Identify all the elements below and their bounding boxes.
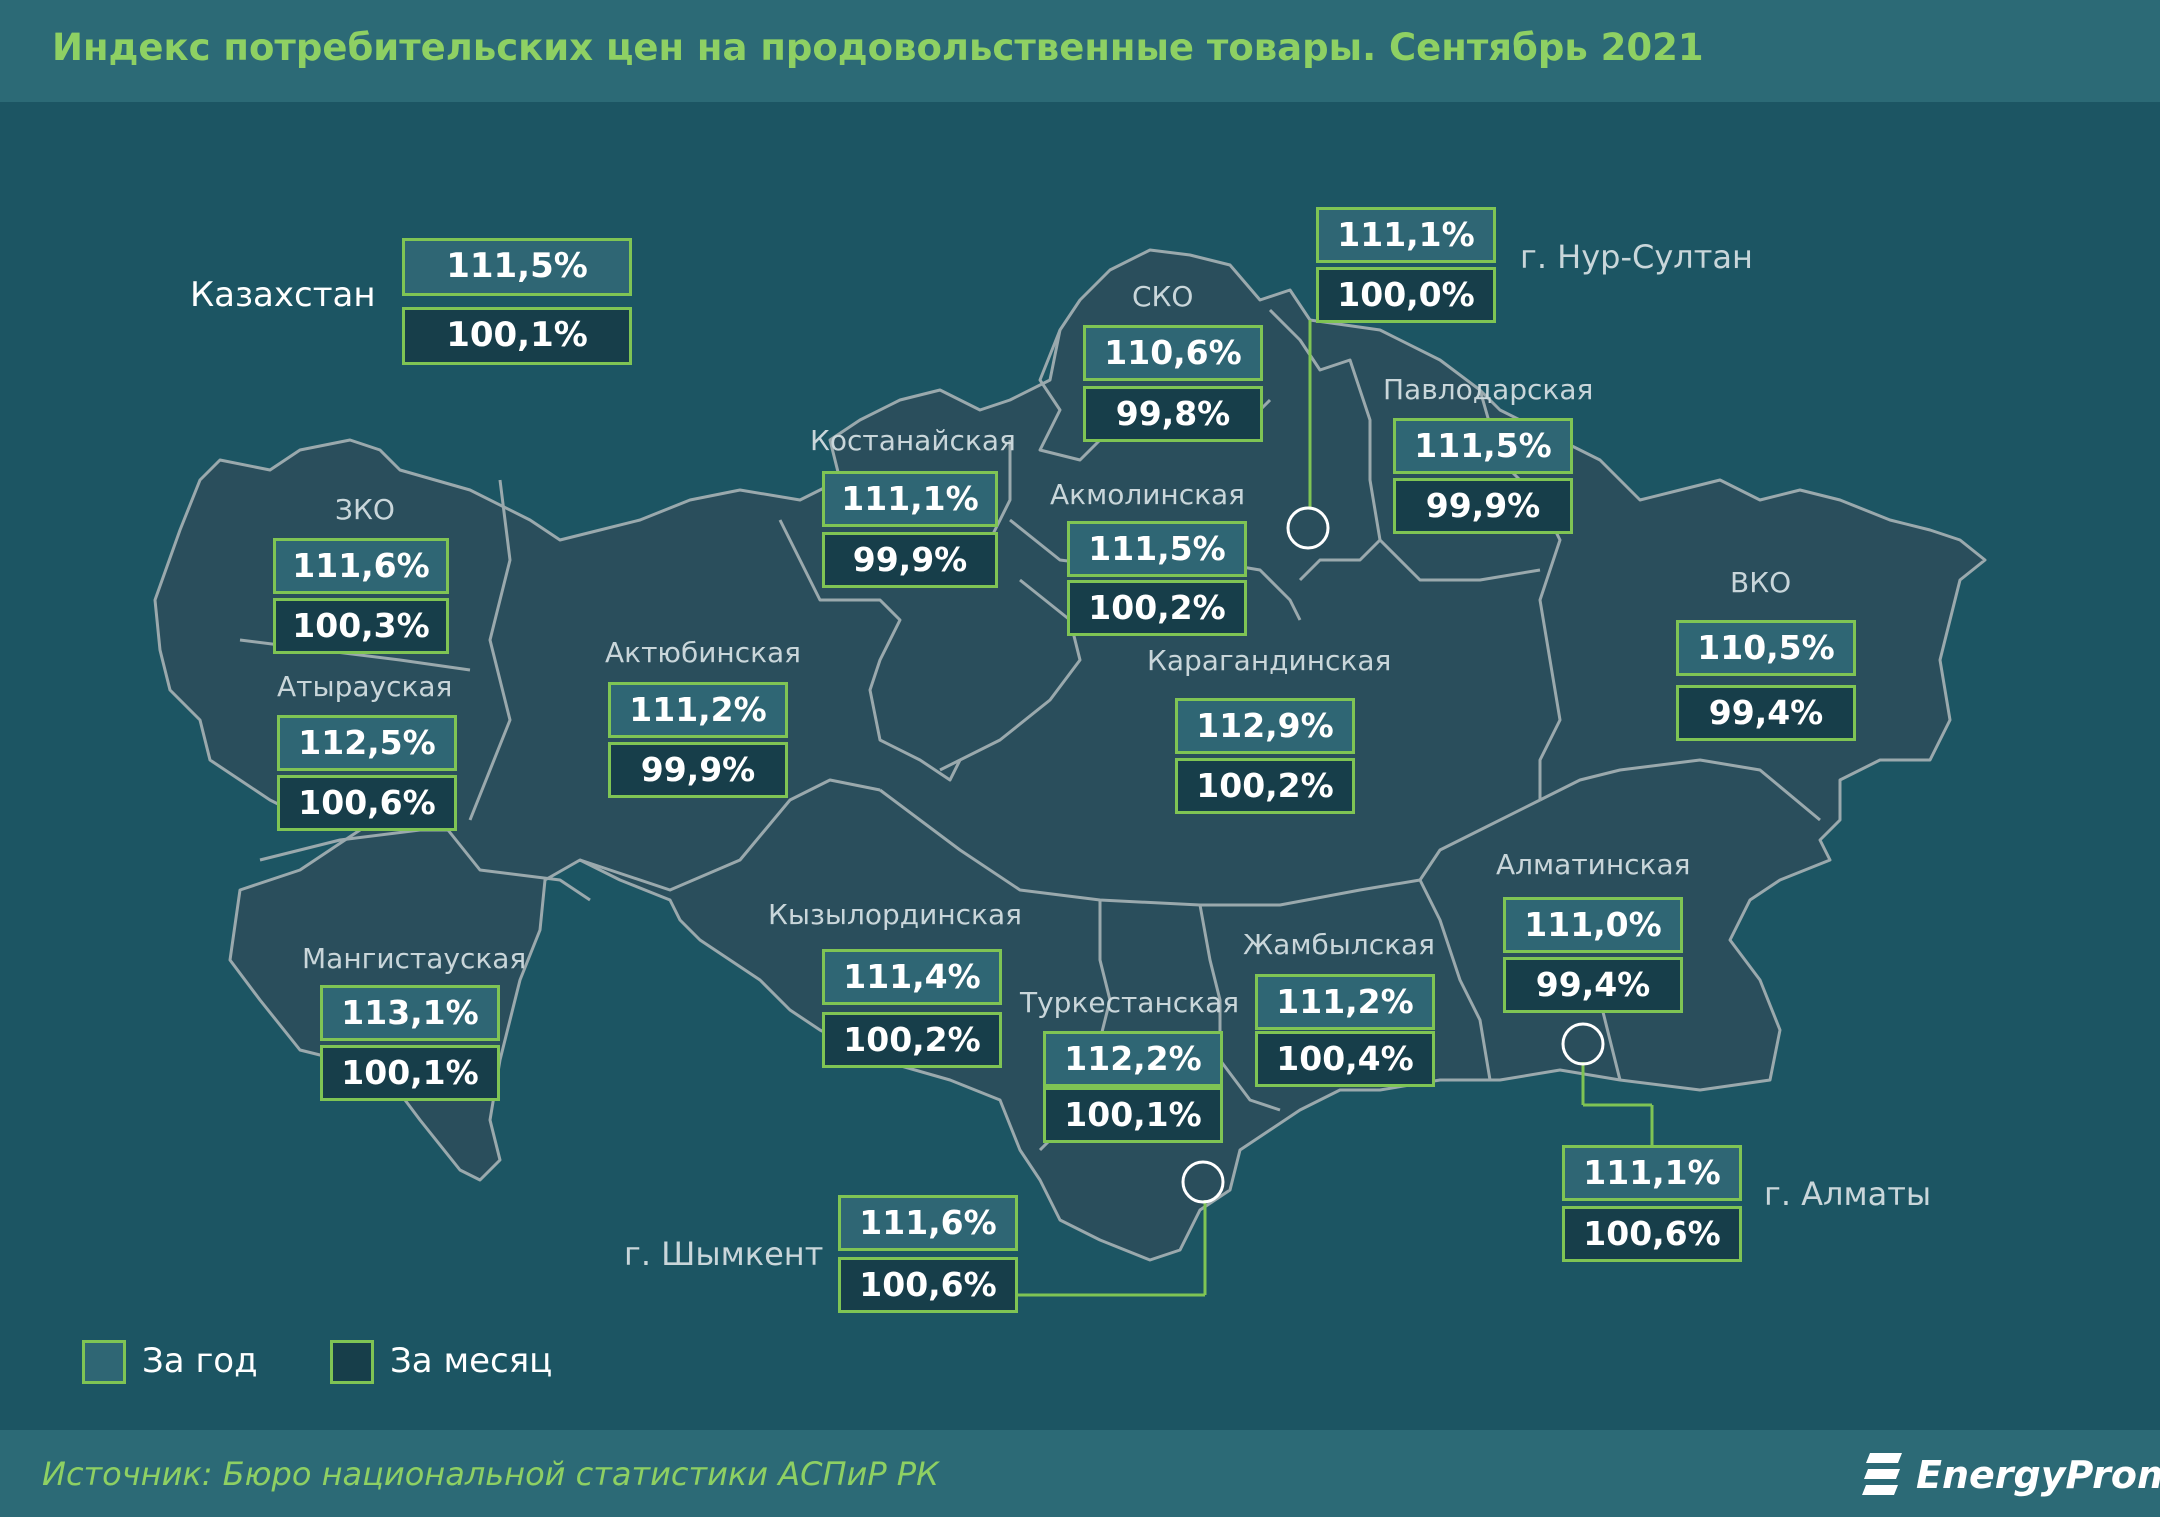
energyprom-logo-icon: [1862, 1453, 1902, 1495]
brand-logo: EnergyProm: [1862, 1447, 2160, 1507]
karaganda-month-box: 100,2%: [1175, 758, 1355, 814]
source-note: Источник: Бюро национальной статистики А…: [42, 1455, 939, 1493]
mangystau-label: Мангистауская: [302, 942, 527, 975]
vko-month-box: 99,4%: [1676, 685, 1856, 741]
turkestan-label: Туркестанская: [1020, 986, 1240, 1019]
border-almaty-inner: [1598, 999, 1622, 1081]
border-karaganda-south: [879, 788, 1541, 907]
almaty-region-year-box: 111,0%: [1503, 897, 1683, 953]
pavlodar-month-box: 99,9%: [1393, 478, 1573, 534]
aktobe-year-box: 111,2%: [608, 682, 788, 738]
almaty-marker: [1561, 1022, 1605, 1066]
turkestan-month-box: 100,1%: [1043, 1087, 1223, 1143]
zhambyl-month-box: 100,4%: [1255, 1031, 1435, 1087]
akmola-label: Акмолинская: [1050, 478, 1246, 511]
almaty-region-month-box: 99,4%: [1503, 957, 1683, 1013]
vko-label: ВКО: [1730, 566, 1792, 599]
nur-sultan-marker: [1286, 506, 1330, 550]
legend-month-swatch: [330, 1340, 374, 1384]
almaty-city-year-box: 111,1%: [1562, 1145, 1742, 1201]
border-aktobe-kyzylorda: [579, 778, 881, 892]
pavlodar-label: Павлодарская: [1383, 373, 1594, 406]
shymkent-year-box: 111,6%: [838, 1195, 1018, 1251]
vko-year-box: 110,5%: [1676, 620, 1856, 676]
kostanay-month-box: 99,9%: [822, 532, 998, 588]
legend-year-swatch: [82, 1340, 126, 1384]
sko-year-box: 110,6%: [1083, 325, 1263, 381]
kazakhstan-year-box: 111,5%: [402, 238, 632, 296]
brand-name: EnergyProm: [1916, 1453, 2160, 1497]
border-pavlodar-karaganda: [1378, 538, 1541, 582]
kyzylorda-label: Кызылординская: [768, 898, 1022, 931]
nur-sultan-year-box: 111,1%: [1316, 207, 1496, 263]
mangystau-month-box: 100,1%: [320, 1045, 500, 1101]
karaganda-year-box: 112,9%: [1175, 698, 1355, 754]
aktobe-label: Актюбинская: [605, 636, 802, 669]
mangystau-year-box: 113,1%: [320, 985, 500, 1041]
header-bar: [0, 0, 2160, 102]
nur-sultan-month-box: 100,0%: [1316, 267, 1496, 323]
shymkent-label: г. Шымкент: [624, 1235, 824, 1273]
kostanay-year-box: 111,1%: [822, 471, 998, 527]
aktobe-month-box: 99,9%: [608, 742, 788, 798]
almaty-city-label: г. Алматы: [1764, 1175, 1932, 1213]
shymkent-month-box: 100,6%: [838, 1257, 1018, 1313]
border-turkestan-zhambyl: [1198, 904, 1281, 1112]
kyzylorda-year-box: 111,4%: [822, 949, 1002, 1005]
zhambyl-year-box: 111,2%: [1255, 974, 1435, 1030]
kyzylorda-month-box: 100,2%: [822, 1012, 1002, 1068]
pavlodar-year-box: 111,5%: [1393, 418, 1573, 474]
kazakhstan-month-box: 100,1%: [402, 307, 632, 365]
zko-year-box: 111,6%: [273, 538, 449, 594]
border-vko-almaty: [1539, 758, 1821, 822]
legend-year-label: За год: [142, 1341, 258, 1381]
kostanay-label: Костанайская: [810, 424, 1016, 457]
zko-label: ЗКО: [335, 493, 395, 526]
border-aktobe-kostanay: [778, 519, 962, 782]
border-zko-aktobe: [468, 479, 512, 821]
border-zhambyl-almaty: [1418, 879, 1492, 1081]
footer-bar: [0, 1430, 2160, 1517]
legend-month-label: За месяц: [390, 1341, 553, 1381]
atyrau-label: Атырауская: [277, 670, 453, 703]
kazakhstan-label: Казахстан: [190, 275, 376, 315]
chart-title: Индекс потребительских цен на продовольс…: [52, 26, 1704, 69]
karaganda-label: Карагандинская: [1147, 644, 1392, 677]
almaty-city-month-box: 100,6%: [1562, 1206, 1742, 1262]
shymkent-marker: [1181, 1160, 1225, 1204]
sko-month-box: 99,8%: [1083, 386, 1263, 442]
zhambyl-label: Жамбылская: [1243, 928, 1436, 961]
nur-sultan-label: г. Нур-Султан: [1520, 238, 1753, 276]
almaty-region-label: Алматинская: [1496, 848, 1691, 881]
atyrau-year-box: 112,5%: [277, 715, 457, 771]
border-mangystau-aktobe: [438, 819, 591, 902]
border-kostanay-karaganda: [939, 578, 1082, 772]
zko-month-box: 100,3%: [273, 598, 449, 654]
sko-label: СКО: [1132, 280, 1194, 313]
akmola-month-box: 100,2%: [1067, 580, 1247, 636]
atyrau-month-box: 100,6%: [277, 775, 457, 831]
turkestan-year-box: 112,2%: [1043, 1031, 1223, 1087]
akmola-year-box: 111,5%: [1067, 521, 1247, 577]
